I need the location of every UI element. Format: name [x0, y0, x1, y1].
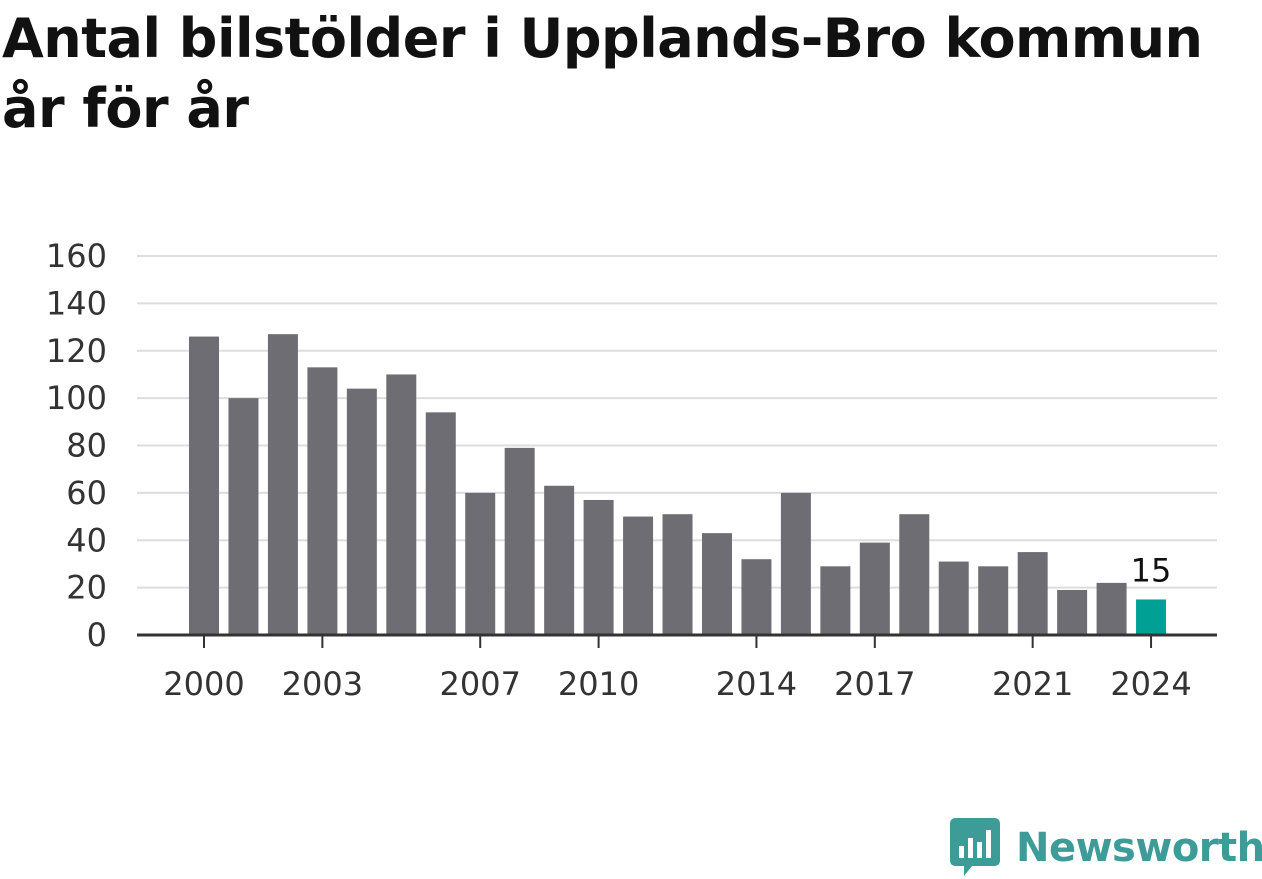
bar-2013 [701, 533, 732, 635]
x-tick-label: 2003 [282, 665, 363, 703]
bar-2024 [1136, 599, 1167, 635]
bar-2010 [583, 499, 614, 635]
y-tick-label: 60 [66, 474, 107, 512]
y-tick-label: 20 [66, 569, 107, 607]
bar-2009 [544, 485, 575, 635]
x-tick-label: 2000 [163, 665, 244, 703]
brand-name: Newsworthy [1016, 825, 1262, 871]
bar-2005 [386, 374, 417, 635]
bar-2016 [820, 566, 851, 635]
x-tick-label: 2014 [716, 665, 797, 703]
y-tick-label: 80 [66, 427, 107, 465]
x-axis: 2000 2003 2007 2010 2014 2017 2021 2024 [137, 633, 1217, 703]
bar-2004 [346, 388, 377, 635]
data-label-2024: 15 [1131, 551, 1172, 589]
bar-2012 [662, 514, 693, 635]
bar-2006 [425, 412, 456, 635]
bar-chart-speech-bubble-icon [950, 818, 1000, 876]
bar-2000 [189, 336, 219, 635]
bar-2019 [938, 561, 969, 635]
newsworthy-logo: Newsworthy [950, 818, 1262, 878]
x-tick-label: 2010 [558, 665, 639, 703]
x-tick-label: 2017 [834, 665, 915, 703]
y-tick-label: 120 [46, 332, 107, 370]
bar-2014 [741, 559, 772, 635]
y-axis: 0 20 40 60 80 100 120 140 160 [46, 237, 107, 654]
bar-2022 [1057, 589, 1088, 635]
bar-2017 [859, 542, 890, 635]
bar-2003 [307, 367, 338, 635]
bar-2020 [978, 566, 1009, 635]
x-tick-label: 2021 [992, 665, 1073, 703]
chart-title: Antal bilstölder i Upplands-Bro kommun å… [2, 7, 1203, 140]
bar-2023 [1096, 582, 1127, 635]
y-tick-label: 0 [87, 616, 107, 654]
bar-2011 [623, 516, 654, 635]
y-tick-label: 140 [46, 284, 107, 322]
y-tick-label: 100 [46, 379, 107, 417]
bar-2021 [1017, 552, 1048, 635]
x-tick-label: 2007 [440, 665, 521, 703]
y-tick-label: 160 [46, 237, 107, 275]
data-labels: 15 [1131, 551, 1172, 589]
y-tick-label: 40 [66, 521, 107, 559]
bar-2007 [465, 492, 496, 635]
bar-2002 [267, 334, 298, 635]
bar-2018 [899, 514, 930, 635]
x-tick-label: 2024 [1110, 665, 1191, 703]
bar-2001 [228, 398, 259, 635]
bar-2008 [504, 447, 535, 635]
bars [189, 334, 1167, 635]
bar-2015 [780, 492, 811, 635]
